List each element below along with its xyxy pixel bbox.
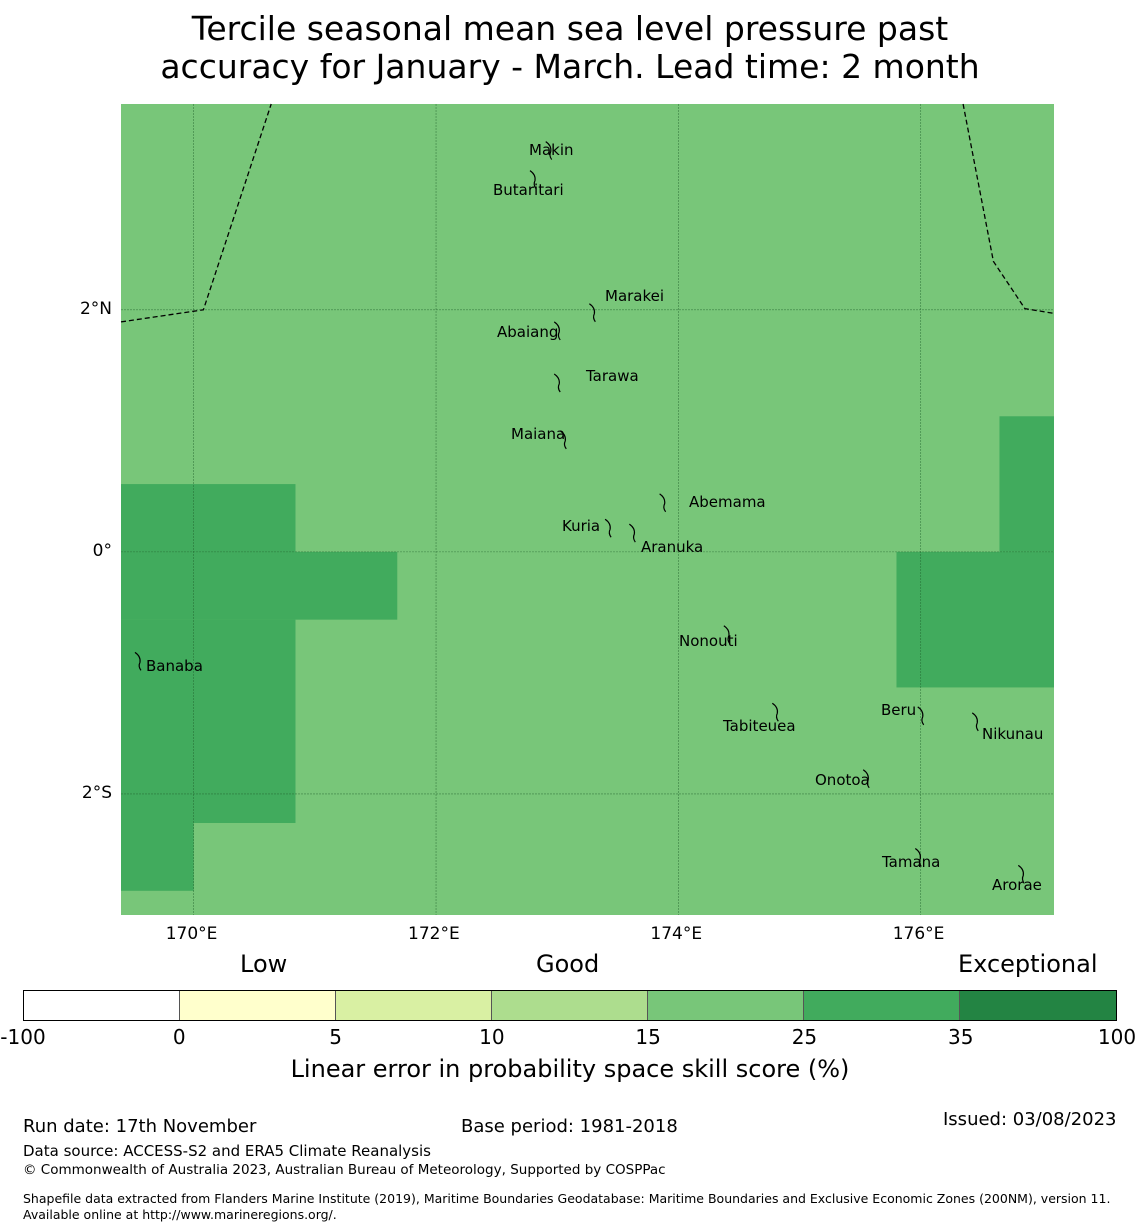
map-canvas: Makin Butaritari Marakei Abaiang Tarawa Maian…	[120, 103, 1055, 915]
island-label: Nonouti	[679, 632, 738, 650]
island-label: Kuria	[562, 517, 600, 535]
island-label: Maiana	[511, 425, 565, 443]
island-label: Beru	[881, 701, 916, 719]
colorbar-segment	[648, 991, 804, 1020]
colorbar-segment	[180, 991, 336, 1020]
map-title-line-2: accuracy for January - March. Lead time:…	[160, 47, 980, 86]
skill-region-25-35	[999, 416, 1054, 552]
colorbar-tick-label: 5	[329, 1025, 342, 1049]
legend-heading-good: Good	[536, 950, 600, 978]
island-outline	[723, 625, 731, 645]
colorbar	[23, 990, 1117, 1021]
island-outline	[134, 651, 142, 671]
colorbar-tick-label: 0	[172, 1025, 186, 1049]
island-outline	[589, 303, 596, 323]
island-label: Onotoa	[815, 771, 870, 789]
shapefile-credit: Shapefile data extracted from Flanders M…	[23, 1191, 1111, 1222]
lat-tick-label: 0°	[92, 540, 112, 561]
island-outline	[529, 170, 537, 189]
run-date: Run date: 17th November	[23, 1116, 257, 1137]
island-outline	[559, 430, 567, 450]
data-source: Data source: ACCESS-S2 and ERA5 Climate …	[23, 1142, 431, 1160]
map-title: Tercile seasonal mean sea level pressure…	[0, 10, 1140, 86]
eez-boundary	[120, 103, 272, 323]
island-outline	[771, 702, 779, 722]
colorbar-tick-label: -100	[0, 1025, 46, 1049]
legend-heading-low: Low	[240, 950, 288, 978]
lon-tick-label: 172°E	[408, 924, 460, 944]
island-label: Marakei	[605, 287, 664, 305]
island-label: Butaritari	[493, 181, 564, 199]
island-label: Abaiang	[497, 323, 558, 341]
island-outline	[553, 373, 561, 393]
island-label: Nikunau	[982, 725, 1043, 743]
lon-tick-label: 174°E	[650, 924, 703, 944]
colorbar-segment	[804, 991, 960, 1020]
island-outline	[914, 847, 922, 867]
issued-date: Issued: 03/08/2023	[943, 1109, 1117, 1130]
island-outline	[545, 141, 553, 160]
colorbar-tick-label: 100	[1097, 1025, 1137, 1049]
lon-tick-label: 176°E	[892, 924, 945, 944]
legend-heading-exceptional: Exceptional	[958, 950, 1098, 978]
colorbar-segment	[24, 991, 180, 1020]
island-outline	[917, 706, 925, 726]
eez-boundary	[962, 103, 1055, 315]
island-outline	[971, 712, 979, 732]
island-label: Aranuka	[641, 538, 703, 556]
island-label: Tarawa	[585, 367, 639, 385]
skill-region-25-35	[121, 823, 194, 891]
colorbar-tick-label: 10	[479, 1025, 505, 1049]
colorbar-tick-label: 35	[947, 1025, 974, 1049]
skill-region-25-35	[896, 551, 1054, 688]
colorbar-tick-label: 25	[791, 1025, 818, 1049]
island-outline	[604, 518, 612, 538]
island-outline	[553, 321, 561, 341]
island-outline	[659, 493, 667, 513]
colorbar-label: Linear error in probability space skill …	[290, 1055, 850, 1083]
skill-region-25-35	[121, 551, 398, 620]
skill-region-25-35	[121, 619, 296, 824]
colorbar-segment	[336, 991, 492, 1020]
base-period: Base period: 1981-2018	[461, 1116, 678, 1137]
lat-tick-label: 2°S	[81, 782, 112, 803]
island-outline	[628, 523, 636, 543]
map-title-line-1: Tercile seasonal mean sea level pressure…	[191, 9, 949, 48]
lat-tick-label: 2°N	[79, 298, 112, 319]
island-label: Tamana	[881, 853, 940, 871]
colorbar-segment	[960, 991, 1116, 1020]
colorbar-tick-label: 15	[635, 1025, 661, 1049]
island-label: Abemama	[689, 493, 766, 511]
island-label: Tabiteuea	[722, 717, 796, 735]
island-label: Arorae	[992, 876, 1042, 894]
island-outline	[1017, 864, 1025, 884]
island-label: Makin	[529, 141, 574, 159]
colorbar-segment	[492, 991, 648, 1020]
copyright: © Commonwealth of Australia 2023, Austra…	[23, 1162, 666, 1178]
lon-tick-label: 170°E	[165, 924, 218, 944]
island-outline	[862, 769, 870, 789]
island-label: Banaba	[146, 657, 203, 675]
